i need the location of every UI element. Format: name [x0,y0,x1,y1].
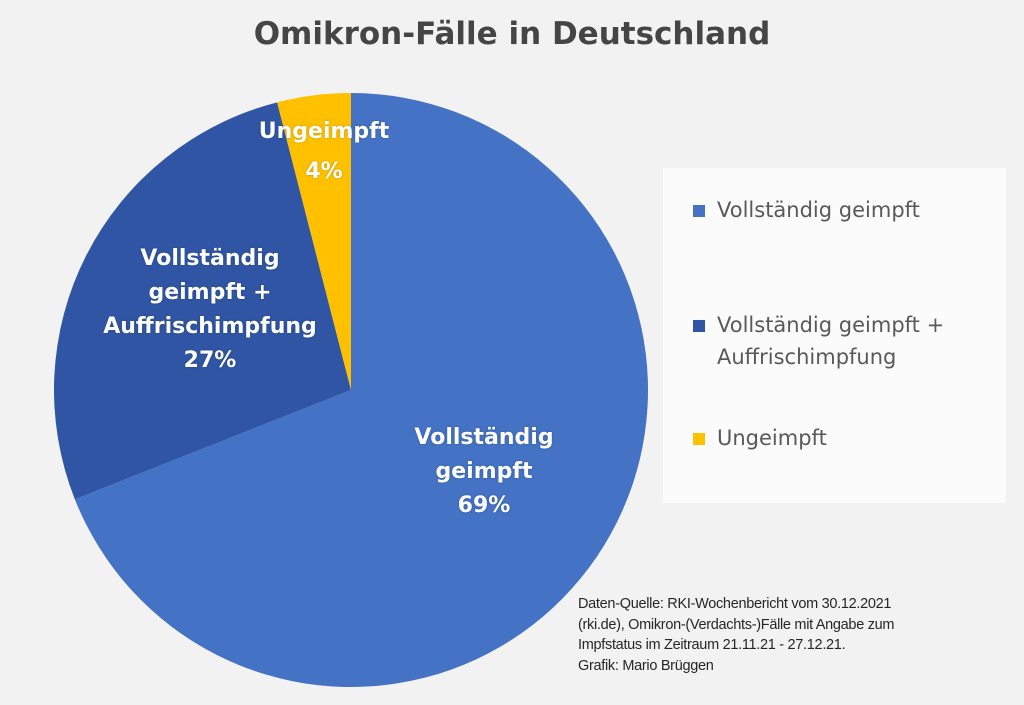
source-note: Daten-Quelle: RKI-Wochenbericht vom 30.1… [578,596,895,674]
legend-item-unvaccinated: Ungeimpft [693,422,827,454]
legend-item-boosted: Vollständig geimpft + Auffrischimpfung [693,309,944,373]
legend-swatch-icon [693,433,705,445]
legend-item-fully-vaccinated: Vollständig geimpft [693,194,920,226]
pie-slice-fully-vaccinated [74,93,649,687]
chart-title: Omikron-Fälle in Deutschland [253,16,771,52]
slice-label-fully-vaccinated: Vollständig geimpft 69% [414,425,554,518]
legend-swatch-icon [693,320,705,332]
chart-legend: Vollständig geimpft Vollständig geimpft … [663,168,1006,503]
pie-slice-unvaccinated [277,93,351,390]
legend-swatch-icon [693,205,705,217]
pie-slice-boosted [54,102,351,500]
slice-label-unvaccinated: Ungeimpft 4% [258,119,390,184]
slice-label-boosted: Vollständig geimpft + Auffrischimpfung 2… [103,246,317,373]
